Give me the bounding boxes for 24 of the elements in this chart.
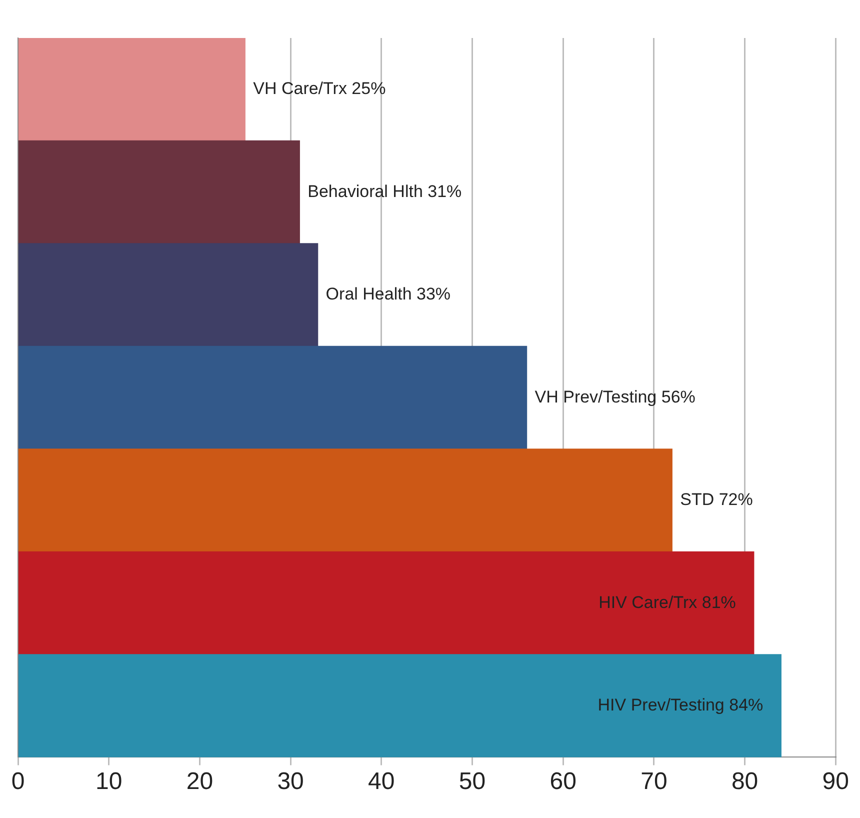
x-tick-label: 60 bbox=[550, 768, 576, 796]
x-tick-label: 20 bbox=[186, 768, 214, 796]
category-label: HIV Care/Trx 81% bbox=[598, 592, 736, 612]
category-label: Behavioral Hlth 31% bbox=[308, 182, 462, 201]
x-tick-label: 40 bbox=[368, 768, 395, 796]
category-label: VH Care/Trx 25% bbox=[253, 79, 386, 98]
bar bbox=[18, 654, 782, 758]
bar bbox=[18, 346, 528, 450]
category-label: HIV Prev/Testing 84% bbox=[598, 696, 764, 715]
x-tick-label: 80 bbox=[731, 768, 758, 796]
category-label: STD 72% bbox=[680, 490, 753, 510]
x-tick-label: 50 bbox=[458, 768, 486, 796]
bar bbox=[18, 243, 318, 347]
bar bbox=[18, 448, 672, 552]
category-label: Oral Health 33% bbox=[326, 284, 451, 304]
x-tick-label: 0 bbox=[11, 768, 25, 796]
category-label: VH Prev/Testing 56% bbox=[534, 387, 696, 406]
bar bbox=[18, 38, 246, 142]
bar bbox=[18, 140, 300, 244]
x-tick-label: 70 bbox=[640, 768, 668, 796]
x-tick-label: 10 bbox=[96, 768, 122, 796]
x-tick-label: 30 bbox=[277, 768, 304, 796]
x-tick-label: 90 bbox=[822, 768, 850, 796]
bar bbox=[18, 551, 754, 655]
